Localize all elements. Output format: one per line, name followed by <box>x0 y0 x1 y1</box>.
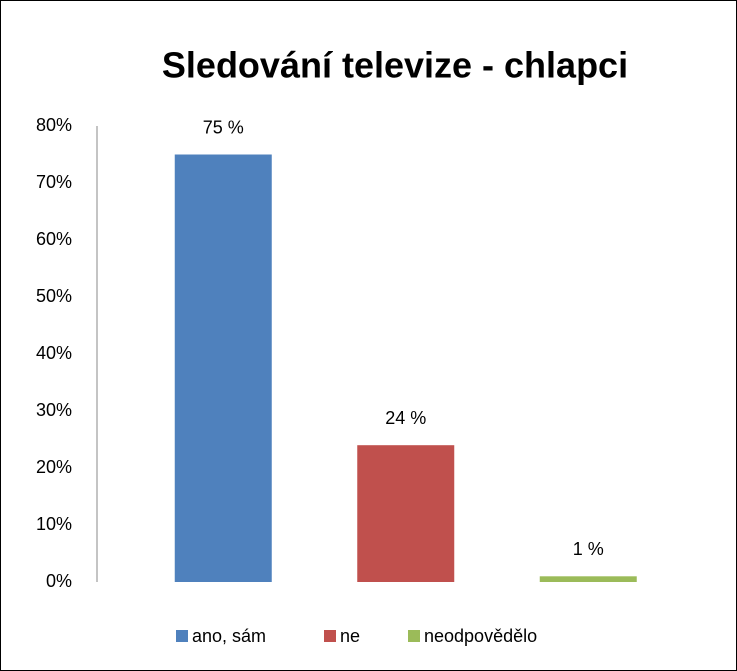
legend-swatch <box>408 630 420 642</box>
bar <box>539 576 637 582</box>
chart-title: Sledování televize - chlapci <box>162 45 628 86</box>
value-label: 75 % <box>203 117 244 137</box>
y-tick-label: 70% <box>36 172 72 192</box>
legend-label: ne <box>340 626 360 646</box>
bar <box>174 154 272 582</box>
y-tick-label: 10% <box>36 514 72 534</box>
y-tick-label: 50% <box>36 286 72 306</box>
legend-label: neodpovědělo <box>424 626 537 646</box>
y-tick-label: 40% <box>36 343 72 363</box>
value-label: 1 % <box>573 539 604 559</box>
y-tick-label: 20% <box>36 457 72 477</box>
value-label: 24 % <box>385 408 426 428</box>
bar <box>357 445 455 582</box>
y-tick-label: 0% <box>46 571 72 591</box>
y-tick-label: 60% <box>36 229 72 249</box>
legend-swatch <box>324 630 336 642</box>
y-tick-label: 30% <box>36 400 72 420</box>
legend-swatch <box>176 630 188 642</box>
y-tick-label: 80% <box>36 115 72 135</box>
legend-label: ano, sám <box>192 626 266 646</box>
